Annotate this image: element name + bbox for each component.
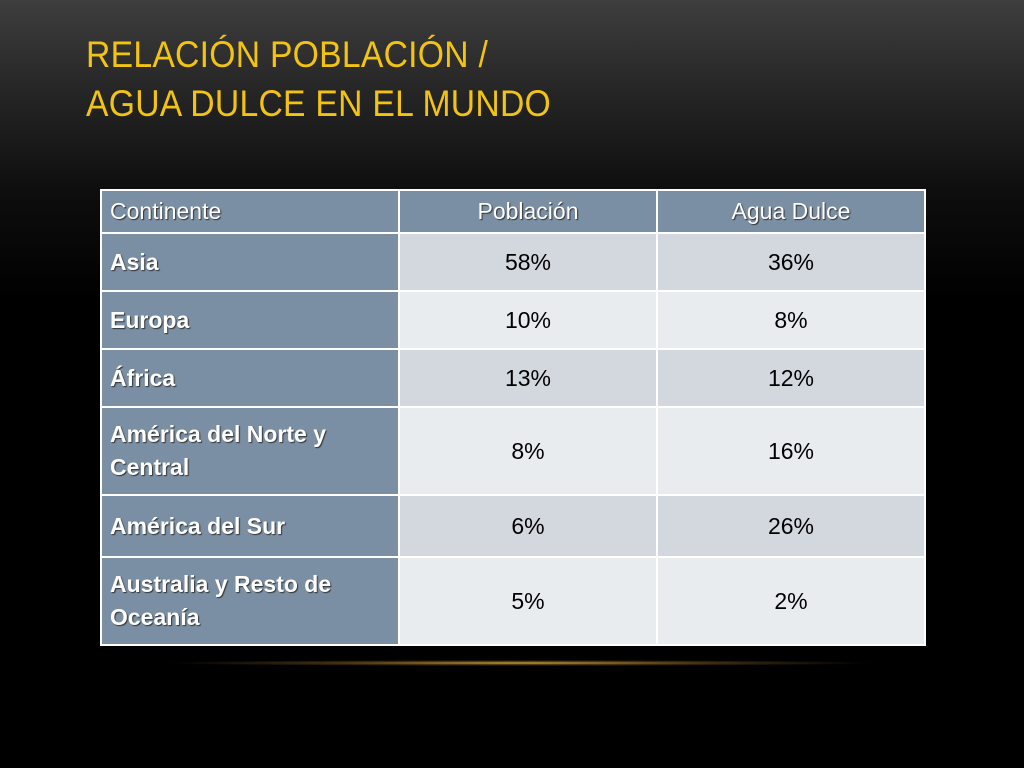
cell-continente: Asia [100, 232, 400, 292]
cell-poblacion: 8% [398, 406, 658, 496]
cell-poblacion: 10% [398, 290, 658, 350]
table-row: Europa 10% 8% [100, 290, 926, 350]
header-poblacion: Población [398, 189, 658, 234]
cell-poblacion: 13% [398, 348, 658, 408]
table-row: Australia y Resto de Oceanía 5% 2% [100, 556, 926, 646]
table-row: América del Norte y Central 8% 16% [100, 406, 926, 496]
table-row: África 13% 12% [100, 348, 926, 408]
cell-poblacion: 58% [398, 232, 658, 292]
decorative-glow-line [170, 660, 870, 666]
cell-poblacion: 6% [398, 494, 658, 558]
table-header-row: Continente Población Agua Dulce [100, 189, 926, 234]
cell-agua-dulce: 16% [656, 406, 926, 496]
cell-agua-dulce: 8% [656, 290, 926, 350]
cell-agua-dulce: 26% [656, 494, 926, 558]
cell-continente: Australia y Resto de Oceanía [100, 556, 400, 646]
cell-agua-dulce: 12% [656, 348, 926, 408]
cell-continente: África [100, 348, 400, 408]
header-agua-dulce: Agua Dulce [656, 189, 926, 234]
title-line-1: RELACIÓN POBLACIÓN / [86, 34, 489, 75]
cell-agua-dulce: 36% [656, 232, 926, 292]
slide-title: RELACIÓN POBLACIÓN / AGUA DULCE EN EL MU… [86, 30, 551, 128]
cell-continente: América del Norte y Central [100, 406, 400, 496]
cell-poblacion: 5% [398, 556, 658, 646]
header-continente: Continente [100, 189, 400, 234]
title-line-2: AGUA DULCE EN EL MUNDO [86, 83, 552, 124]
table-row: América del Sur 6% 26% [100, 494, 926, 558]
cell-agua-dulce: 2% [656, 556, 926, 646]
table-row: Asia 58% 36% [100, 232, 926, 292]
population-water-table: Continente Población Agua Dulce Asia 58%… [100, 189, 926, 646]
cell-continente: América del Sur [100, 494, 400, 558]
cell-continente: Europa [100, 290, 400, 350]
